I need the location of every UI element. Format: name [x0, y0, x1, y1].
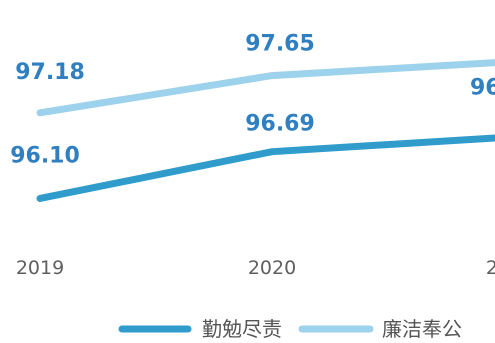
data-label: 97.65 — [245, 32, 315, 57]
data-label: 97.18 — [15, 60, 85, 85]
legend: 勤勉尽责 廉洁奉公 — [118, 317, 462, 341]
data-label: 96.69 — [245, 112, 315, 137]
data-label: 96.10 — [10, 143, 80, 168]
x-tick-label: 2020 — [248, 257, 296, 279]
legend-label-lianjie-fenggong: 廉洁奉公 — [382, 317, 462, 341]
data-label: 96.87 — [470, 75, 495, 100]
series-line-lianjie-fenggong — [36, 59, 495, 117]
series-line-qinmian-jinze — [36, 134, 495, 202]
x-tick-label: 2019 — [16, 257, 64, 279]
series-layer — [36, 59, 495, 202]
x-tick-label: 202 — [486, 257, 495, 279]
legend-label-qinmian-jinze: 勤勉尽责 — [202, 317, 282, 341]
x-axis: 2019 2020 202 — [16, 257, 495, 279]
